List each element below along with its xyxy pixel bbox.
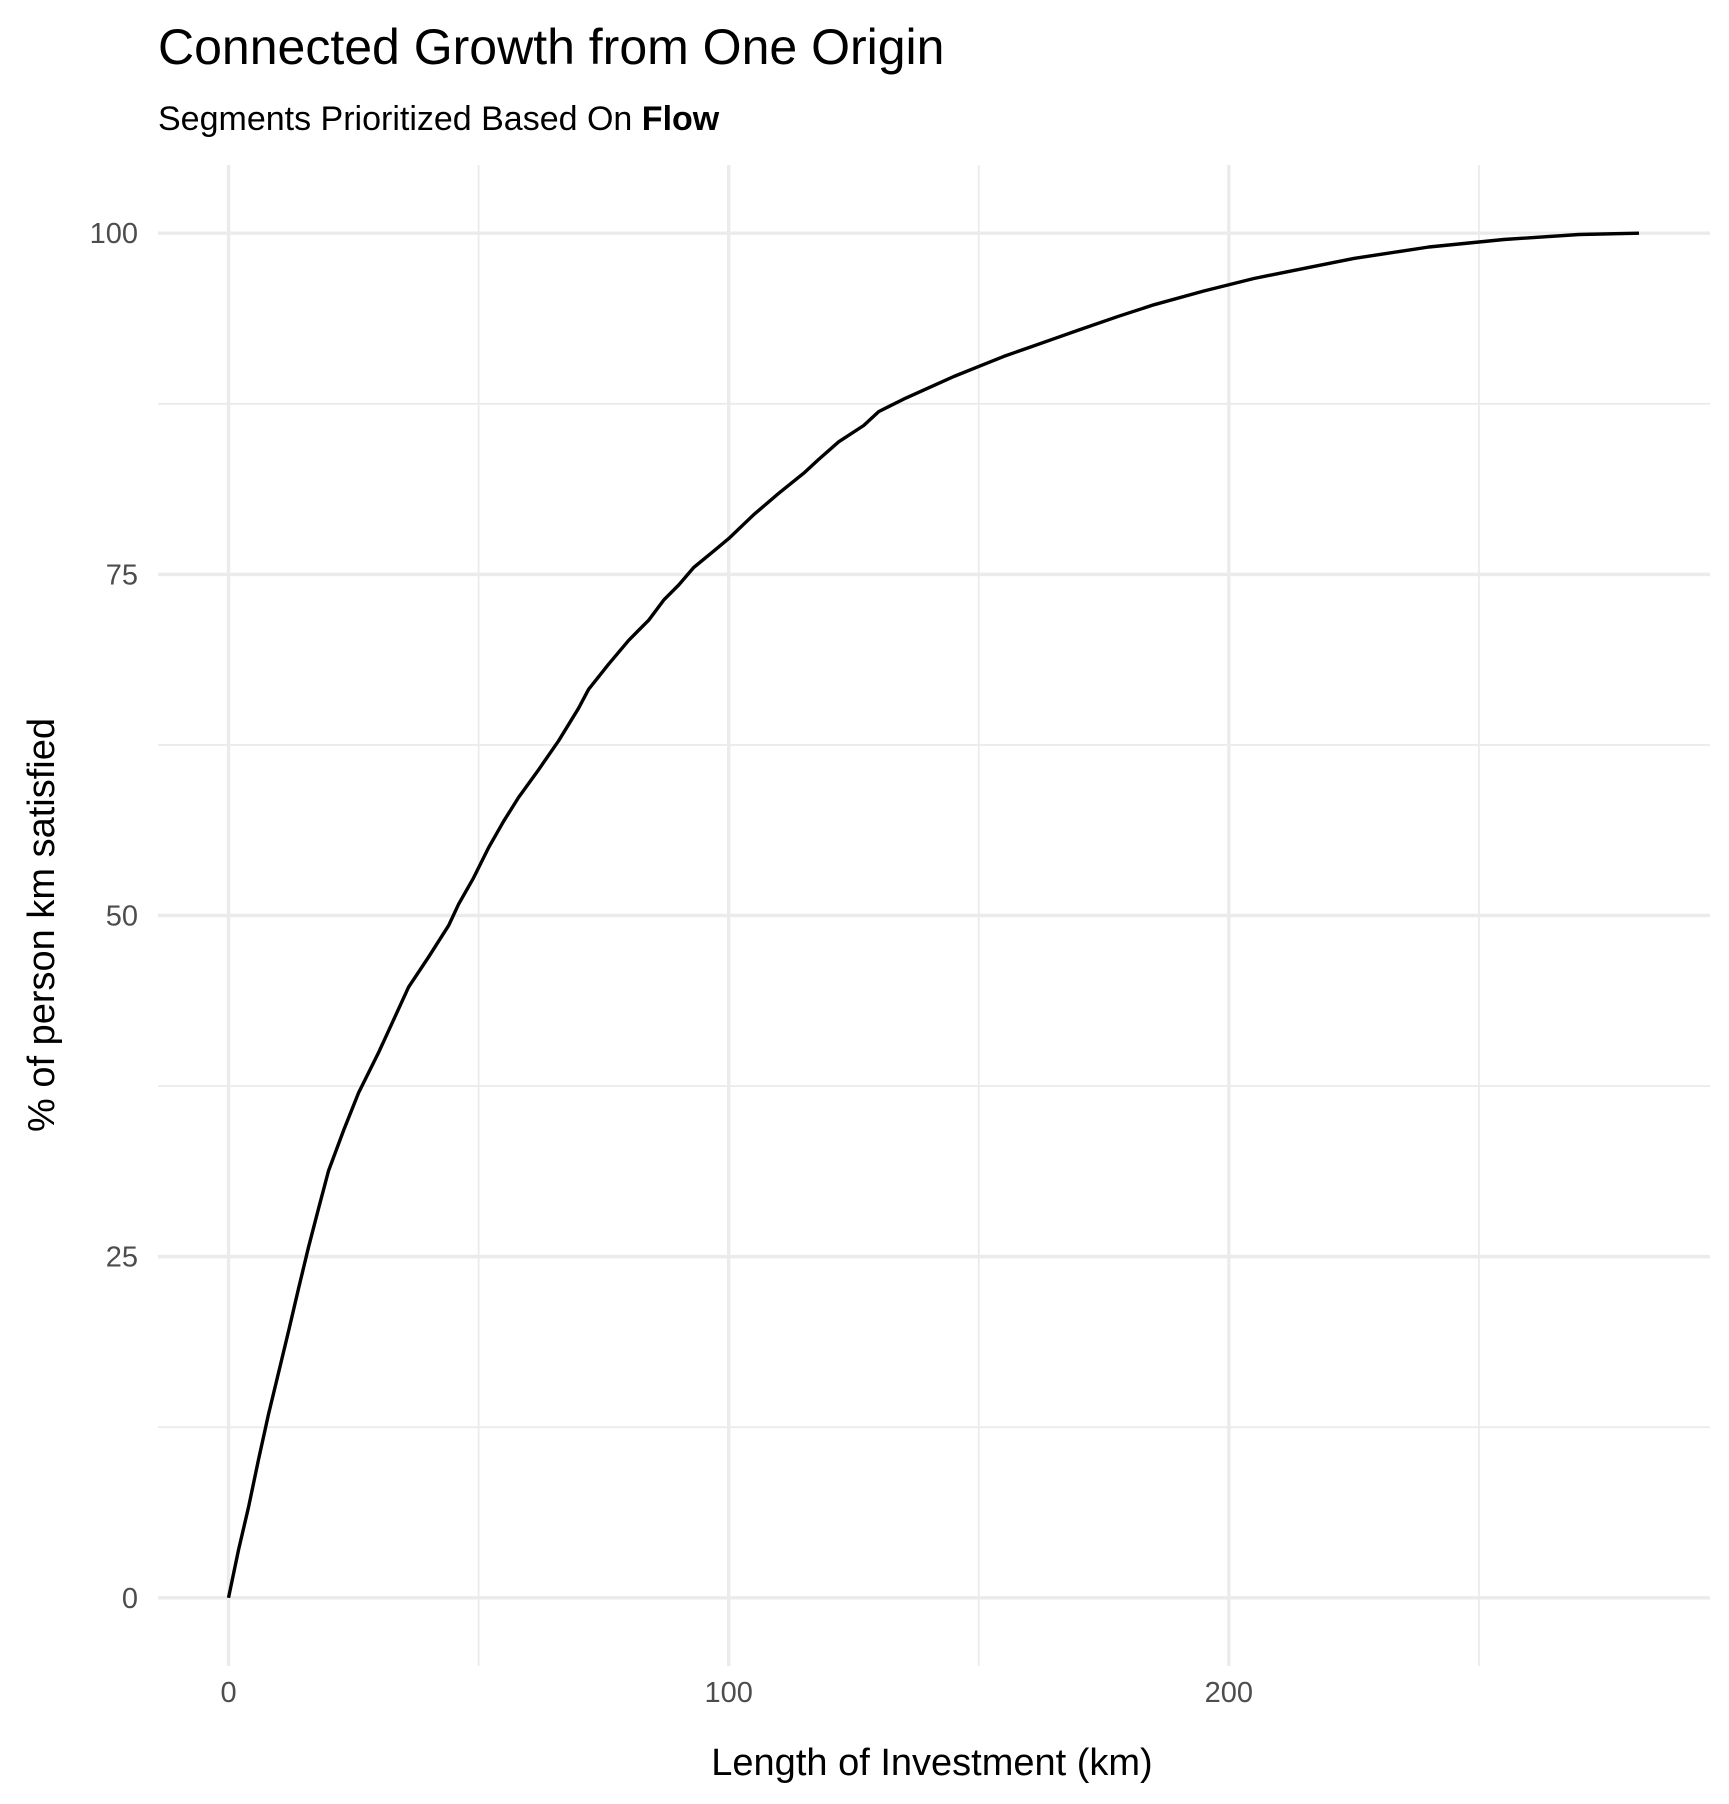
x-tick-label: 100 bbox=[704, 1677, 752, 1709]
series-line bbox=[226, 231, 1640, 1599]
y-tick-label: 75 bbox=[106, 559, 138, 591]
x-tick-label: 200 bbox=[1205, 1677, 1253, 1709]
y-axis-label: % of person km satisfied bbox=[21, 718, 63, 1132]
axis-ticks: 0 25 50 75 100 0 100 200 bbox=[90, 218, 1253, 1709]
chart-title: Connected Growth from One Origin bbox=[158, 19, 944, 75]
y-tick-label: 0 bbox=[122, 1583, 138, 1615]
chart-subtitle: Segments Prioritized Based On Flow bbox=[158, 100, 720, 138]
x-tick-label: 0 bbox=[220, 1677, 236, 1709]
grid bbox=[158, 165, 1710, 1666]
y-tick-label: 100 bbox=[90, 218, 138, 250]
subtitle-text: Segments Prioritized Based On bbox=[158, 100, 632, 138]
y-tick-label: 50 bbox=[106, 901, 138, 933]
x-axis-label: Length of Investment (km) bbox=[711, 1742, 1152, 1784]
subtitle-bold-text: Flow bbox=[642, 100, 720, 138]
y-tick-label: 25 bbox=[106, 1242, 138, 1274]
